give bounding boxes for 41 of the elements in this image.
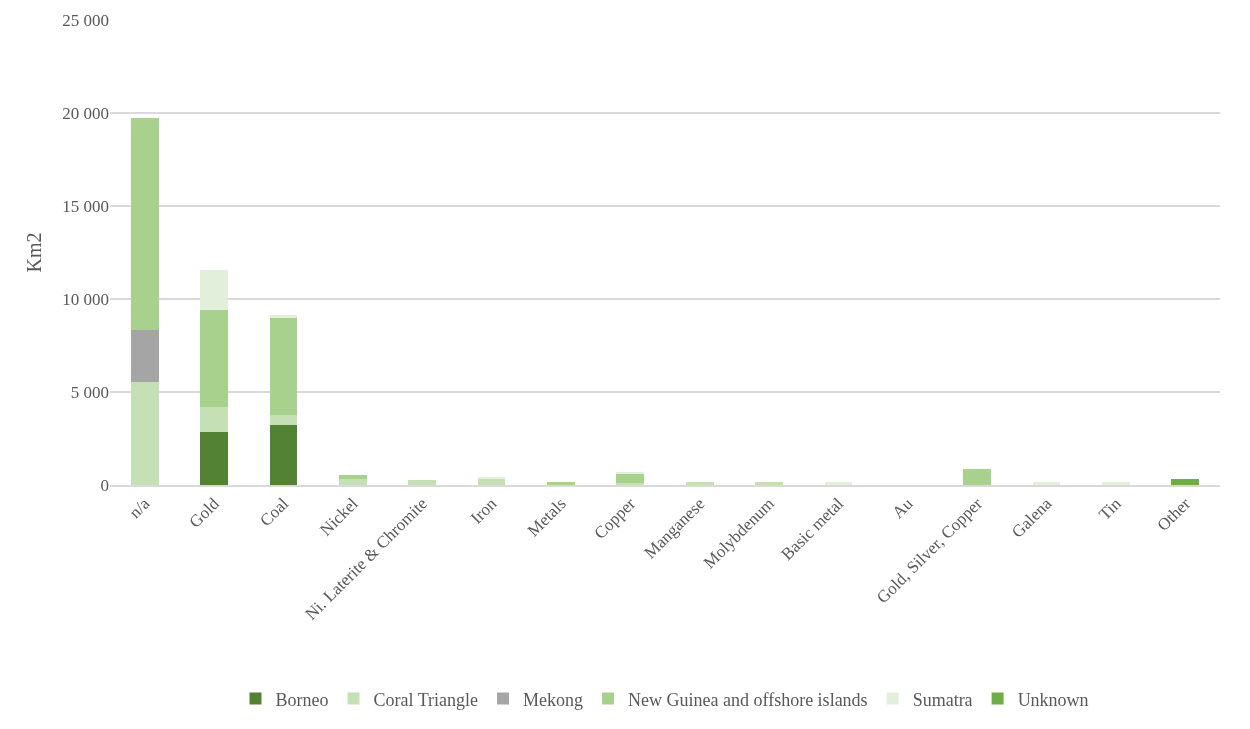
bar xyxy=(1102,482,1130,485)
bar xyxy=(130,329,159,383)
x-tick-label: n/a xyxy=(125,493,154,523)
legend-label: Unknown xyxy=(1017,689,1089,710)
legend-label: Mekong xyxy=(523,689,584,710)
bar xyxy=(269,317,298,415)
bar xyxy=(408,479,437,485)
legend-label: Borneo xyxy=(275,689,329,710)
bar xyxy=(1171,479,1200,485)
y-tick-label: 0 xyxy=(100,475,109,495)
y-tick-label: 15 000 xyxy=(62,196,109,216)
x-tick-label: Iron xyxy=(466,493,501,528)
y-tick-label: 25 000 xyxy=(62,10,109,30)
bar xyxy=(269,315,298,318)
bar xyxy=(200,431,228,485)
x-tick-label: Coal xyxy=(256,493,293,531)
legend-label: Sumatra xyxy=(912,689,973,710)
bar xyxy=(269,425,298,485)
legend-label: New Guinea and offshore islands xyxy=(628,689,868,710)
bar xyxy=(477,478,506,485)
bar xyxy=(685,481,714,485)
y-axis-title: Km2 xyxy=(22,232,45,273)
x-tick-label: Tin xyxy=(1095,493,1126,524)
bar xyxy=(616,474,645,484)
y-tick-label: 20 000 xyxy=(62,103,109,123)
bar xyxy=(200,310,228,408)
legend-label: Coral Triangle xyxy=(373,689,479,710)
bar xyxy=(130,382,159,485)
bar xyxy=(824,482,853,485)
bar xyxy=(269,414,298,426)
bar xyxy=(338,479,367,485)
bar xyxy=(130,118,159,330)
y-tick-label: 10 000 xyxy=(62,289,109,309)
bar xyxy=(200,407,228,432)
x-tick-label: Au xyxy=(888,493,917,523)
y-tick-label: 5 000 xyxy=(70,382,109,402)
bar xyxy=(963,469,992,485)
bar xyxy=(1032,482,1061,485)
bar xyxy=(547,481,575,485)
bar xyxy=(200,270,228,311)
bar xyxy=(755,481,783,485)
